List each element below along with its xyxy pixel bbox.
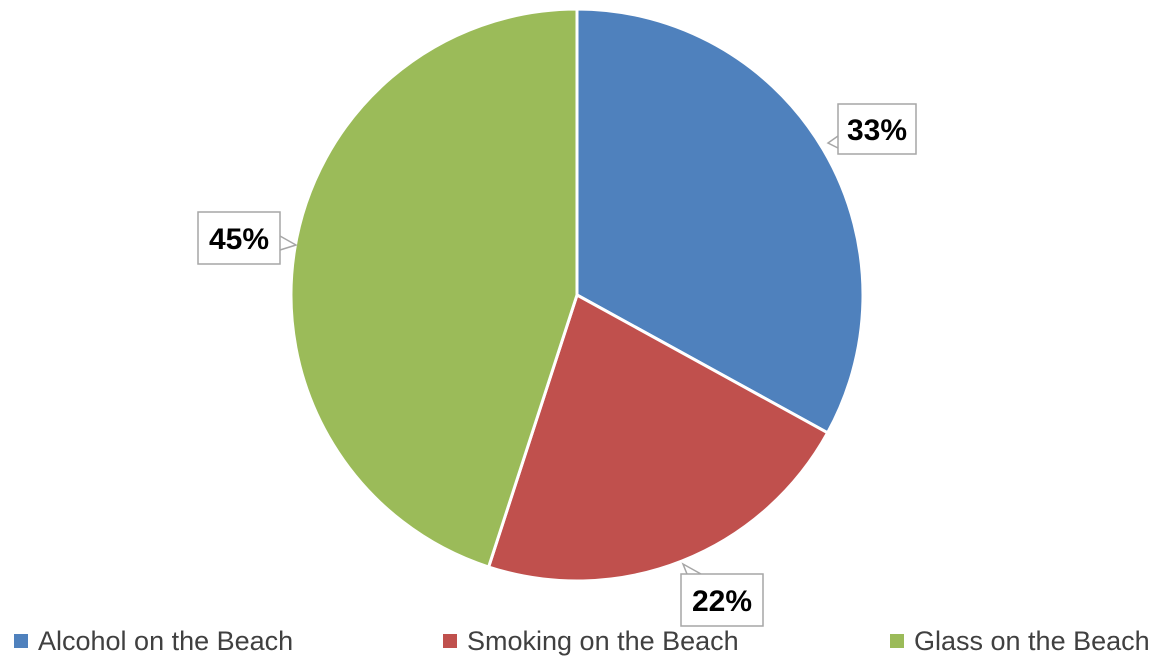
- legend: Alcohol on the Beach Smoking on the Beac…: [0, 622, 1166, 660]
- pie-slices: [289, 7, 865, 583]
- data-label-text: 45%: [209, 223, 269, 256]
- data-label-text: 22%: [692, 585, 752, 618]
- legend-swatch-alcohol: [14, 634, 28, 648]
- data-label-text: 33%: [847, 114, 907, 147]
- legend-item-glass: Glass on the Beach: [890, 622, 1150, 660]
- data-label-alcohol: 33%: [826, 103, 917, 155]
- pie-slice-alcohol: [575, 7, 865, 435]
- legend-item-smoking: Smoking on the Beach: [443, 622, 739, 660]
- legend-label-smoking: Smoking on the Beach: [467, 625, 739, 656]
- data-labels: 33% 22% 45%: [197, 103, 917, 627]
- pie-slice-smoking: [487, 293, 830, 583]
- legend-label-alcohol: Alcohol on the Beach: [38, 625, 294, 656]
- legend-label-glass: Glass on the Beach: [914, 625, 1150, 656]
- data-label-smoking: 22%: [680, 562, 764, 627]
- legend-swatch-glass: [890, 634, 904, 648]
- data-label-glass: 45%: [197, 211, 298, 265]
- pie-slice-glass: [289, 7, 579, 569]
- legend-swatch-smoking: [443, 634, 457, 648]
- legend-item-alcohol: Alcohol on the Beach: [14, 622, 293, 660]
